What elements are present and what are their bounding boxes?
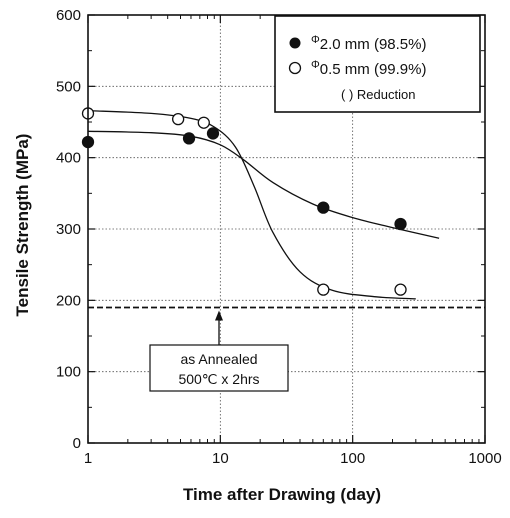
x-tick-label: 100 — [340, 450, 365, 467]
legend-entry-2-prefix: Φ — [311, 59, 320, 71]
legend-entry-1-prefix: Φ — [311, 34, 320, 46]
data-point-open — [394, 283, 407, 296]
fit-curve-series-2 — [87, 109, 416, 300]
legend-entry-2-label: 0.5 mm (99.9%) — [320, 61, 427, 78]
annotation-line-1: as Annealed — [180, 351, 257, 367]
fit-curve-series-1 — [87, 130, 440, 239]
data-point-filled — [182, 132, 196, 145]
legend-entry-1: Φ2.0 mm (98.5%) — [311, 34, 426, 53]
x-tick-label: 10 — [212, 450, 229, 467]
x-tick-label: 1 — [84, 450, 92, 467]
legend: Φ2.0 mm (98.5%) Φ0.5 mm (99.9%) ( ) Redu… — [274, 15, 481, 113]
data-point-filled — [317, 201, 330, 214]
y-tick-label: 200 — [56, 292, 81, 309]
y-axis-title: Tensile Strength (MPa) — [13, 134, 32, 317]
annotation-arrow-head — [215, 310, 223, 321]
legend-entry-2: Φ0.5 mm (99.9%) — [311, 59, 426, 78]
y-tick-label: 0 — [73, 435, 81, 452]
y-tick-label: 600 — [56, 7, 81, 24]
legend-box — [274, 15, 481, 113]
y-tick-label: 400 — [56, 150, 81, 167]
data-point-open — [172, 112, 185, 126]
y-tick-label: 500 — [56, 78, 81, 95]
x-axis-title: Time after Drawing (day) — [183, 485, 381, 504]
tick-labels: 0 100 200 300 400 500 600 1 10 100 1000 — [56, 7, 502, 467]
annotation-line-2: 500℃ x 2hrs — [178, 371, 259, 387]
x-tick-label: 1000 — [468, 450, 501, 467]
legend-marker-filled — [289, 37, 301, 49]
data-points — [81, 107, 407, 296]
fit-curves — [87, 109, 440, 300]
data-point-open — [197, 116, 210, 129]
legend-note: ( ) Reduction — [341, 87, 415, 102]
legend-marker-open — [288, 61, 302, 75]
annotation-box — [149, 344, 289, 392]
data-point-filled — [206, 127, 220, 140]
annealed-annotation: as Annealed 500℃ x 2hrs — [149, 310, 289, 392]
data-point-open — [317, 283, 330, 296]
legend-entry-1-label: 2.0 mm (98.5%) — [320, 36, 427, 53]
y-tick-label: 300 — [56, 221, 81, 238]
y-tick-label: 100 — [56, 364, 81, 381]
data-point-filled — [394, 217, 407, 231]
